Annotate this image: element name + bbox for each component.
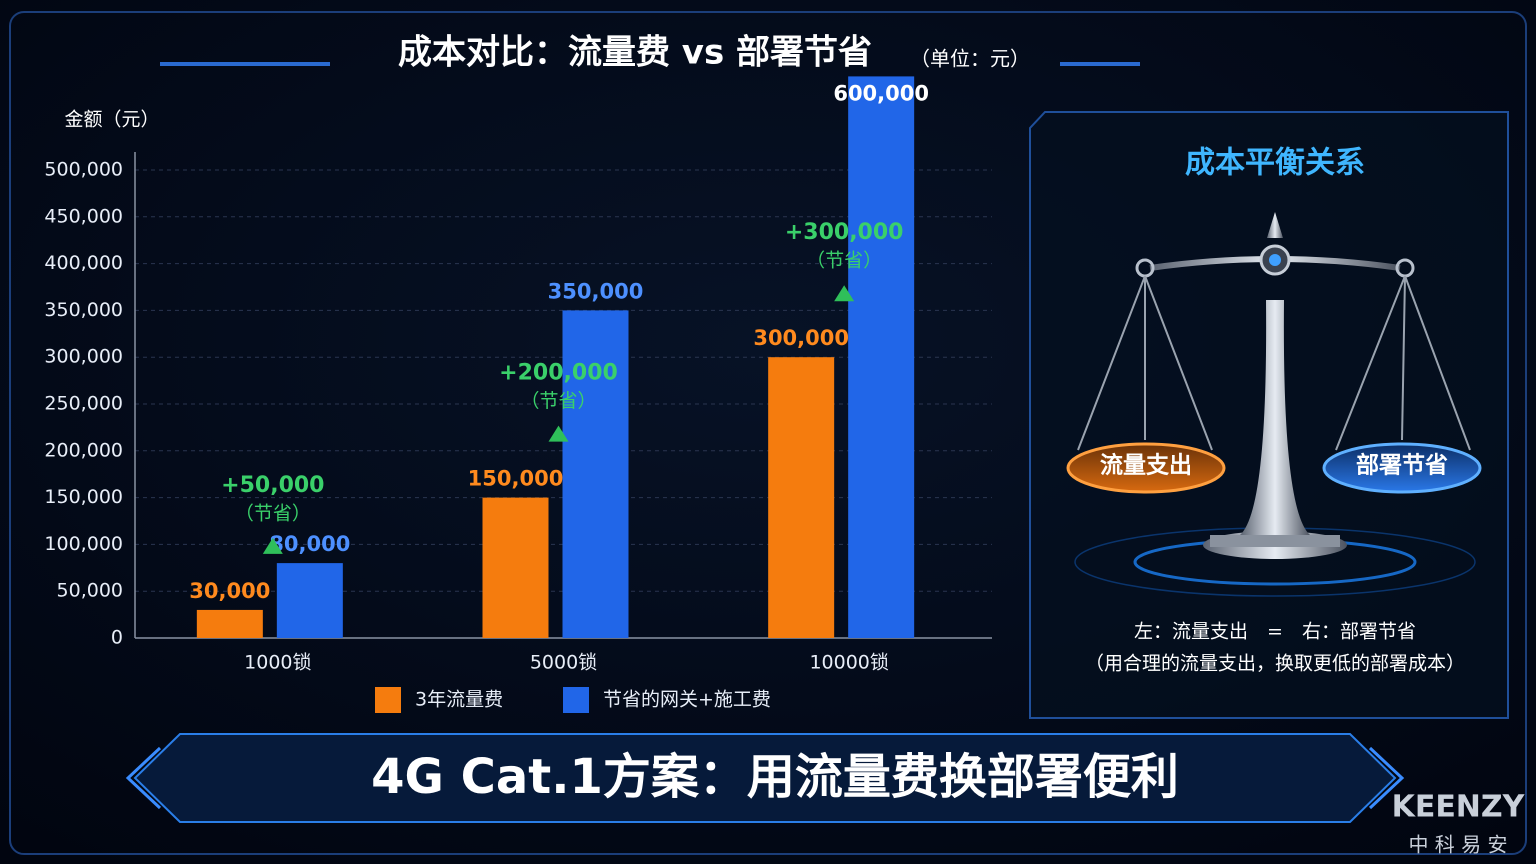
y-tick-label: 150,000 <box>44 486 123 508</box>
savings-note: （节省） <box>520 390 596 412</box>
savings-label: +50,000 <box>221 473 324 498</box>
bar <box>562 310 629 638</box>
legend-label: 节省的网关+施工费 <box>603 689 771 711</box>
legend-swatch <box>375 687 401 713</box>
panel-caption: （用合理的流量支出，换取更低的部署成本） <box>1085 653 1465 675</box>
y-tick-label: 250,000 <box>44 393 123 415</box>
savings-note: （节省） <box>235 502 311 524</box>
frame <box>9 11 1527 855</box>
logo-subtitle: 中 科 易 安 <box>1408 833 1507 857</box>
bar <box>768 357 835 638</box>
panel-caption: 左：流量支出 = 右：部署节省 <box>1134 621 1416 643</box>
bar <box>276 563 343 638</box>
bar <box>482 497 549 638</box>
y-tick-label: 100,000 <box>44 533 123 555</box>
value-label: 150,000 <box>468 467 564 491</box>
legend-label: 3年流量费 <box>415 689 503 711</box>
y-tick-label: 350,000 <box>44 299 123 321</box>
right-pan-label: 部署节省 <box>1356 452 1448 479</box>
y-tick-label: 400,000 <box>44 252 123 274</box>
value-label: 80,000 <box>269 532 350 556</box>
value-label: 350,000 <box>548 279 644 303</box>
y-tick-label: 200,000 <box>44 439 123 461</box>
x-tick-label: 1000锁 <box>244 652 311 674</box>
bar <box>848 76 915 638</box>
y-tick-label: 450,000 <box>44 205 123 227</box>
y-tick-label: 300,000 <box>44 346 123 368</box>
savings-label: +300,000 <box>785 220 904 245</box>
savings-arrow <box>262 537 283 554</box>
y-tick-label: 500,000 <box>44 159 123 181</box>
savings-note: （节省） <box>806 250 882 272</box>
banner-arrow <box>125 746 162 810</box>
savings-arrow <box>834 285 855 302</box>
legend-swatch <box>563 687 589 713</box>
x-tick-label: 10000锁 <box>809 652 888 674</box>
banner-arrow <box>1368 746 1405 810</box>
logo-brand: KEENZY <box>1392 790 1526 825</box>
balance-scale <box>1066 212 1482 597</box>
value-label: 30,000 <box>189 579 270 603</box>
y-axis-label: 金额（元） <box>64 109 159 131</box>
y-tick-label: 50,000 <box>57 580 123 602</box>
banner-text: 4G Cat.1方案：用流量费换部署便利 <box>371 749 1179 805</box>
value-label: 300,000 <box>753 326 849 350</box>
chart-subtitle: （单位：元） <box>910 47 1030 71</box>
x-tick-label: 5000锁 <box>530 652 597 674</box>
value-label: 600,000 <box>833 81 929 105</box>
savings-label: +200,000 <box>499 361 618 386</box>
y-tick-label: 0 <box>111 627 123 649</box>
savings-arrow <box>548 425 569 442</box>
left-pan-label: 流量支出 <box>1100 452 1192 479</box>
bar <box>196 609 263 638</box>
chart-title: 成本对比：流量费 vs 部署节省 <box>398 33 872 73</box>
banner-frame <box>133 733 1397 823</box>
panel-title: 成本平衡关系 <box>1185 146 1365 181</box>
